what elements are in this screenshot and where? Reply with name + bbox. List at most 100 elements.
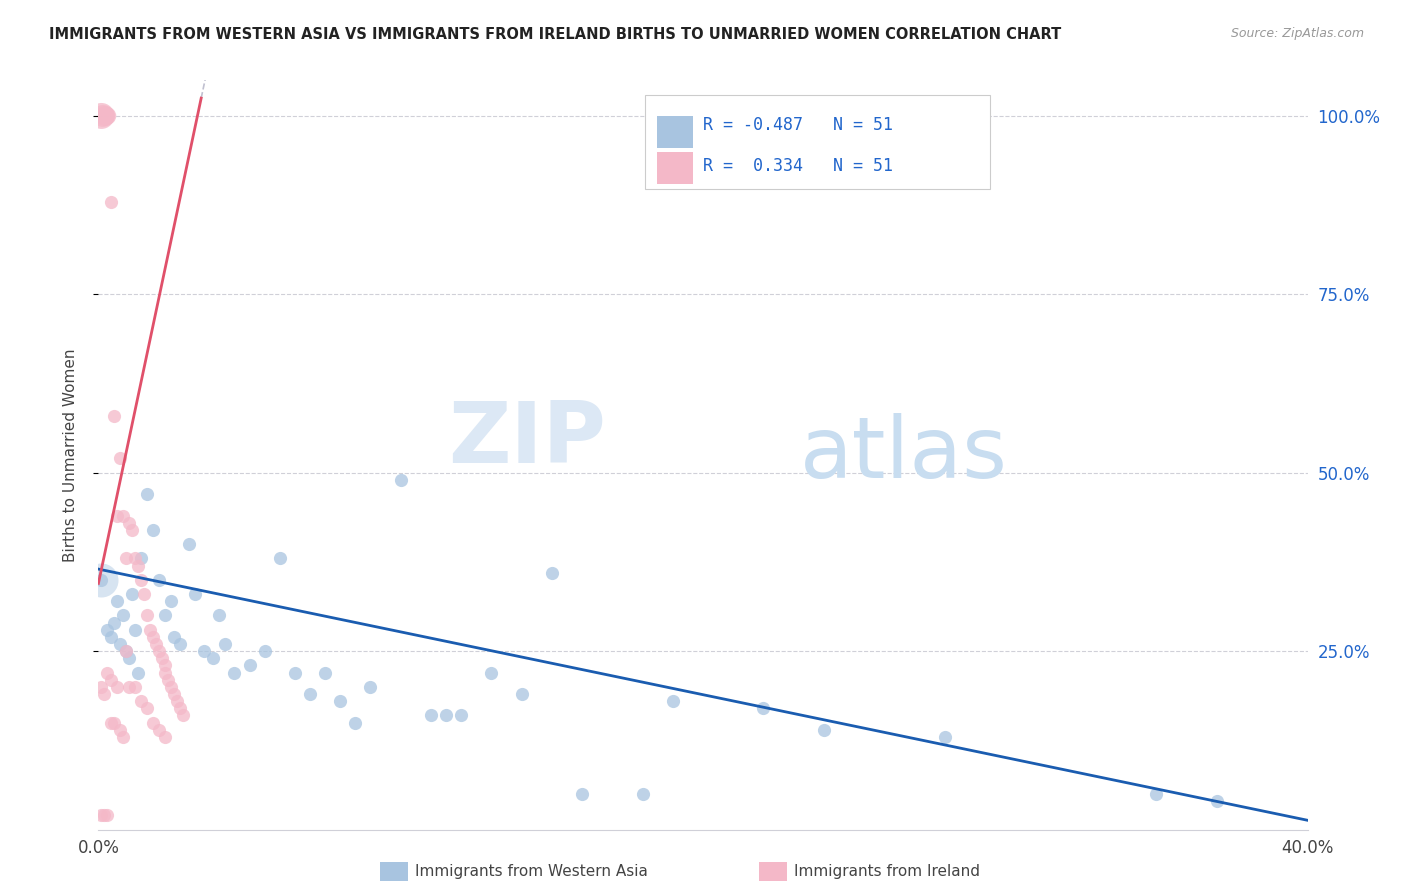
Point xyxy=(105,680,128,694)
Point xyxy=(100,194,122,209)
Text: R = -0.487   N = 51: R = -0.487 N = 51 xyxy=(703,116,893,134)
Text: R =  0.334   N = 51: R = 0.334 N = 51 xyxy=(703,157,893,175)
Point xyxy=(108,637,131,651)
Point xyxy=(124,551,146,566)
Point xyxy=(100,630,122,644)
Point xyxy=(118,651,141,665)
Point xyxy=(1144,787,1167,801)
Point xyxy=(118,680,141,694)
Point xyxy=(93,109,115,123)
Point xyxy=(179,537,201,551)
Point xyxy=(114,644,136,658)
Point xyxy=(510,687,533,701)
Point xyxy=(631,787,654,801)
Point xyxy=(105,508,128,523)
Point xyxy=(91,109,114,123)
Point xyxy=(224,665,246,680)
Point xyxy=(934,730,956,744)
Point xyxy=(148,644,170,658)
Point xyxy=(111,730,134,744)
Point xyxy=(166,694,188,708)
Point xyxy=(148,573,170,587)
Text: IMMIGRANTS FROM WESTERN ASIA VS IMMIGRANTS FROM IRELAND BIRTHS TO UNMARRIED WOME: IMMIGRANTS FROM WESTERN ASIA VS IMMIGRAN… xyxy=(49,27,1062,42)
Point xyxy=(752,701,775,715)
Point xyxy=(135,608,157,623)
Point xyxy=(661,694,683,708)
Point xyxy=(103,615,125,630)
FancyBboxPatch shape xyxy=(657,116,693,148)
Point xyxy=(214,637,236,651)
Point xyxy=(813,723,835,737)
Point xyxy=(360,680,382,694)
Point xyxy=(153,665,176,680)
Point xyxy=(114,644,136,658)
Point xyxy=(481,665,503,680)
Point xyxy=(121,523,143,537)
Point xyxy=(163,630,186,644)
Point xyxy=(96,109,118,123)
Point xyxy=(163,687,186,701)
Point xyxy=(111,608,134,623)
Point xyxy=(114,551,136,566)
Point xyxy=(153,608,176,623)
Point xyxy=(329,694,352,708)
FancyBboxPatch shape xyxy=(657,153,693,184)
Point xyxy=(90,573,112,587)
Point xyxy=(96,623,118,637)
Point xyxy=(103,409,125,423)
Point xyxy=(139,623,162,637)
Point xyxy=(184,587,207,601)
Point xyxy=(142,523,165,537)
Text: Immigrants from Western Asia: Immigrants from Western Asia xyxy=(415,864,648,879)
Point xyxy=(127,558,149,573)
Point xyxy=(253,644,276,658)
Point xyxy=(124,623,146,637)
Point xyxy=(100,715,122,730)
Point xyxy=(129,573,152,587)
Point xyxy=(434,708,457,723)
FancyBboxPatch shape xyxy=(645,95,990,189)
Point xyxy=(129,551,152,566)
Text: atlas: atlas xyxy=(800,413,1008,497)
Point xyxy=(105,594,128,608)
Point xyxy=(571,787,593,801)
Y-axis label: Births to Unmarried Women: Births to Unmarried Women xyxy=(63,348,77,562)
Point xyxy=(145,637,167,651)
Point xyxy=(208,608,231,623)
Point xyxy=(314,665,336,680)
Point xyxy=(148,723,170,737)
Point xyxy=(94,109,117,123)
Point xyxy=(1206,794,1229,808)
Point xyxy=(96,665,118,680)
Point xyxy=(389,473,412,487)
Point xyxy=(344,715,367,730)
Point xyxy=(93,687,115,701)
Point xyxy=(420,708,443,723)
Point xyxy=(93,109,115,123)
Point xyxy=(135,487,157,501)
Point xyxy=(132,587,155,601)
Point xyxy=(108,451,131,466)
Point xyxy=(172,708,194,723)
Point xyxy=(90,109,112,123)
Point xyxy=(94,109,117,123)
Point xyxy=(160,594,183,608)
Point xyxy=(124,680,146,694)
Point xyxy=(153,658,176,673)
Point xyxy=(90,808,112,822)
Point xyxy=(111,508,134,523)
Text: ZIP: ZIP xyxy=(449,399,606,482)
Point xyxy=(121,587,143,601)
Point xyxy=(90,573,112,587)
Point xyxy=(193,644,215,658)
Point xyxy=(108,723,131,737)
Point xyxy=(90,680,112,694)
Point xyxy=(160,680,183,694)
Point xyxy=(202,651,225,665)
Point xyxy=(100,673,122,687)
Point xyxy=(90,109,112,123)
Point xyxy=(156,673,179,687)
Text: Source: ZipAtlas.com: Source: ZipAtlas.com xyxy=(1230,27,1364,40)
Point xyxy=(169,701,191,715)
Point xyxy=(239,658,262,673)
